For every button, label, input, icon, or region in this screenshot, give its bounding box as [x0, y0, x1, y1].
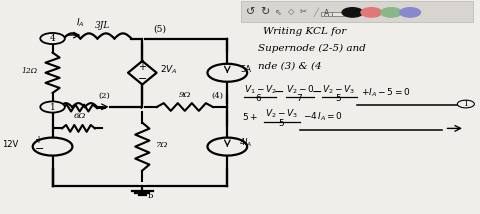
Text: 7Ω: 7Ω: [156, 141, 169, 149]
Text: 9Ω: 9Ω: [179, 91, 191, 99]
Text: $+I_A-5=0$: $+I_A-5=0$: [361, 86, 411, 99]
Text: 5: 5: [278, 119, 284, 128]
Circle shape: [400, 8, 420, 17]
Circle shape: [207, 64, 247, 82]
Text: 1: 1: [50, 103, 55, 111]
Text: ⇖: ⇖: [275, 7, 281, 16]
Text: $- 4\,I_A = 0$: $- 4\,I_A = 0$: [303, 111, 343, 123]
FancyBboxPatch shape: [321, 12, 332, 16]
Text: (4): (4): [211, 92, 223, 100]
Text: Supernode (2-5) and: Supernode (2-5) and: [258, 44, 366, 53]
Circle shape: [40, 101, 65, 113]
Text: 4: 4: [50, 34, 55, 43]
Text: 7: 7: [297, 94, 302, 103]
Text: (5): (5): [154, 25, 167, 34]
Text: −: −: [35, 144, 44, 154]
FancyBboxPatch shape: [332, 12, 344, 16]
Text: (2): (2): [98, 92, 110, 100]
Text: −: −: [274, 86, 285, 99]
Text: +: +: [138, 62, 146, 72]
Text: $I_A$: $I_A$: [76, 17, 84, 29]
Text: ↺: ↺: [246, 7, 256, 17]
Text: nde (3) & (4: nde (3) & (4: [258, 61, 322, 70]
Text: $V_1-V_2$: $V_1-V_2$: [244, 83, 277, 95]
Text: $5 +$: $5 +$: [242, 111, 259, 122]
Text: ╱: ╱: [313, 7, 318, 17]
Text: −: −: [312, 86, 322, 99]
Circle shape: [361, 8, 382, 17]
Text: $V_2-V_3$: $V_2-V_3$: [322, 83, 355, 95]
Text: ◇: ◇: [288, 7, 294, 16]
Text: +: +: [35, 135, 42, 145]
Text: −: −: [138, 74, 147, 84]
Text: $4I_A$: $4I_A$: [239, 137, 252, 149]
Text: 12V: 12V: [2, 140, 19, 149]
Text: ✂: ✂: [300, 7, 307, 16]
Text: 5: 5: [336, 94, 341, 103]
Circle shape: [342, 8, 363, 17]
Polygon shape: [128, 61, 156, 85]
Circle shape: [33, 138, 72, 156]
Circle shape: [381, 8, 402, 17]
Text: $V_2-0$: $V_2-0$: [287, 83, 315, 95]
Text: Writing KCL for: Writing KCL for: [263, 27, 346, 36]
Circle shape: [207, 138, 247, 156]
Text: 1: 1: [463, 100, 468, 108]
FancyBboxPatch shape: [241, 1, 473, 22]
Text: 3JL: 3JL: [95, 21, 110, 30]
Text: A: A: [324, 9, 329, 18]
Text: ↻: ↻: [261, 7, 270, 17]
Text: 6: 6: [255, 94, 261, 103]
Text: 6Ω: 6Ω: [74, 112, 86, 120]
Text: 5A: 5A: [240, 65, 252, 74]
Circle shape: [40, 33, 65, 44]
Text: 12Ω: 12Ω: [22, 67, 38, 75]
Text: $2V_A$: $2V_A$: [160, 64, 178, 76]
Text: b: b: [148, 192, 154, 200]
Text: $V_2-V_3$: $V_2-V_3$: [264, 108, 298, 120]
Circle shape: [457, 100, 474, 108]
